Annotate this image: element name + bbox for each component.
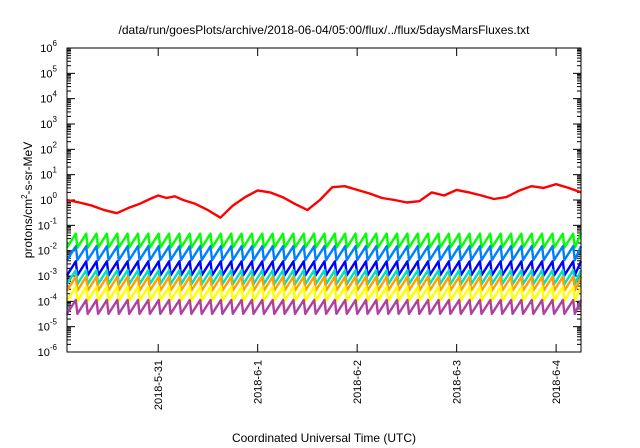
y-axis-label-prefix: protons/cm xyxy=(21,199,35,258)
series-layer xyxy=(65,183,583,316)
chart-title: /data/run/goesPlots/archive/2018-06-04/0… xyxy=(119,23,531,37)
y-axis-label-exponent: 2 xyxy=(20,194,29,199)
y-tick-label-9: 103 xyxy=(40,115,57,131)
series-line-0 xyxy=(66,183,582,219)
y-tick-label-7: 101 xyxy=(40,166,57,182)
x-axis-label: Coordinated Universal Time (UTC) xyxy=(232,431,416,445)
y-axis-label: protons/cm2-s-sr-MeV xyxy=(20,142,35,258)
x-tick-label-4: 2018-6-4 xyxy=(551,360,563,404)
series-line-1 xyxy=(65,232,583,249)
x-tick-label-2: 2018-6-2 xyxy=(352,360,364,404)
plot-frame xyxy=(66,47,582,353)
x-axis-ticks: 2018-5-31 2018-6-1 2018-6-2 2018-6-3 2018-6-… xyxy=(153,48,563,410)
y-tick-label-2: 10-4 xyxy=(38,292,58,308)
x-tick-label-3: 2018-6-3 xyxy=(452,360,464,404)
x-tick-label-0: 2018-5-31 xyxy=(153,360,165,410)
series-line-5 xyxy=(65,275,583,292)
x-tick-label-1: 2018-6-1 xyxy=(253,360,265,404)
y-tick-label-6: 100 xyxy=(40,191,57,207)
series-line-7 xyxy=(65,298,583,316)
y-tick-label-11: 105 xyxy=(40,64,57,80)
y-tick-label-8: 102 xyxy=(40,140,57,156)
y-tick-label-0: 10-6 xyxy=(38,343,58,359)
series-line-6 xyxy=(65,285,583,302)
series-line-2 xyxy=(65,245,583,262)
y-tick-label-3: 10-3 xyxy=(38,267,58,283)
y-tick-label-5: 10-1 xyxy=(38,216,58,232)
y-axis-label-suffix: -s-sr-MeV xyxy=(21,142,35,195)
y-tick-label-10: 104 xyxy=(40,90,57,106)
y-tick-label-12: 106 xyxy=(40,39,57,55)
y-tick-label-4: 10-2 xyxy=(38,242,58,258)
y-tick-label-1: 10-5 xyxy=(38,318,58,334)
series-line-3 xyxy=(65,260,583,277)
